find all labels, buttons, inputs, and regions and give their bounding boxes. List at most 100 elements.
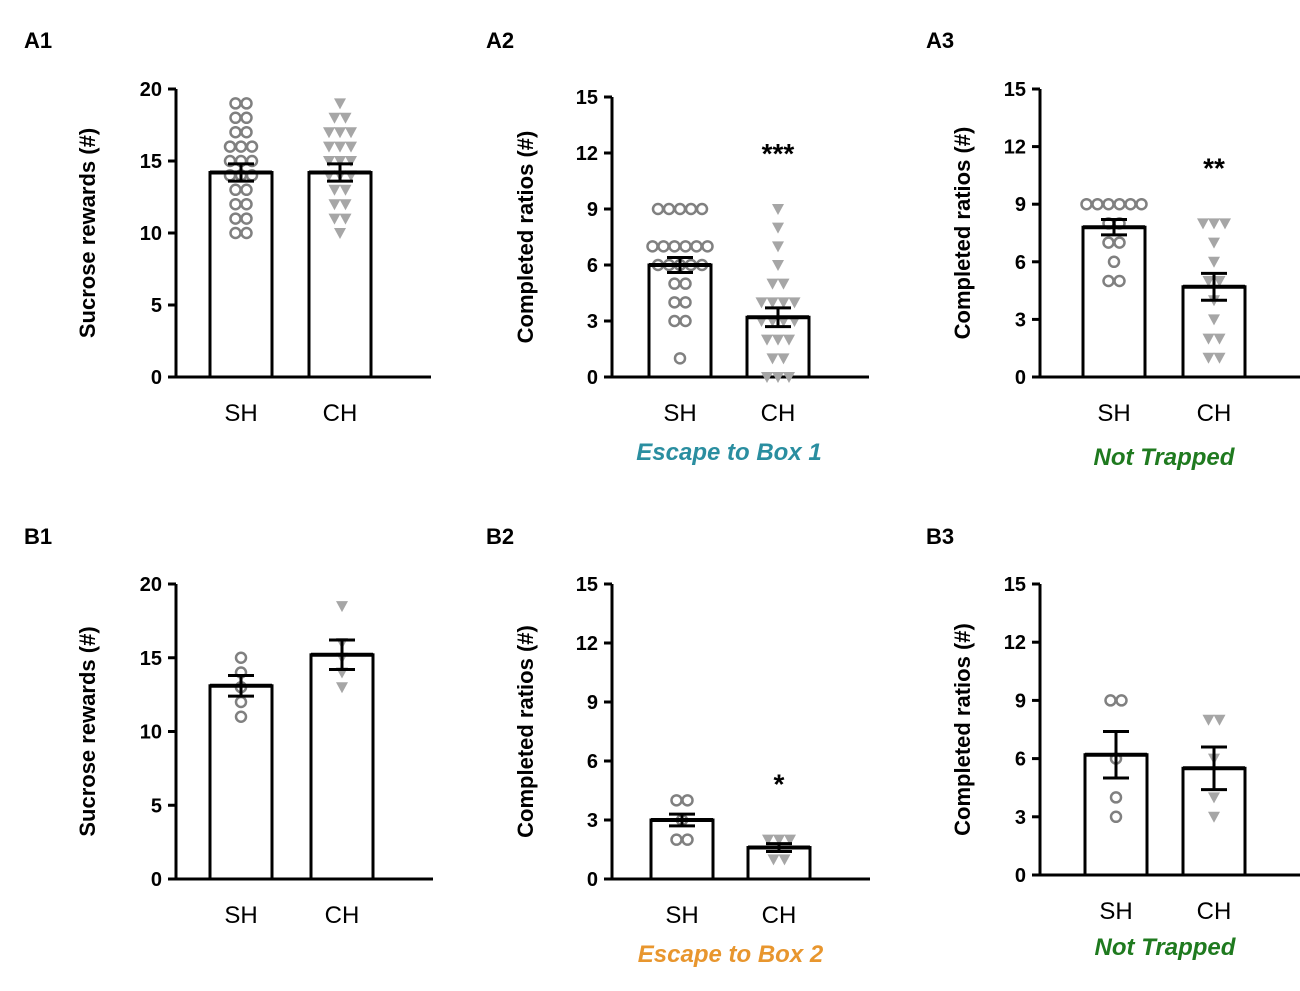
panel-a1: A1 0 5 10 15 20 Sucrose rewards (#) SH CH: [24, 28, 431, 427]
data-point-ch: [777, 297, 790, 309]
data-point-ch: [772, 222, 784, 234]
category-label-sh: SH: [1099, 898, 1132, 925]
bar-sh: [649, 818, 715, 881]
data-point-ch: [1202, 352, 1215, 364]
data-point-ch: [1213, 276, 1226, 287]
data-point-ch: [772, 372, 784, 383]
y-tick-label: 15: [140, 151, 162, 173]
data-point-ch: [766, 353, 779, 365]
data-point-sh: [229, 111, 242, 125]
data-point-ch: [772, 204, 784, 215]
data-point-sh: [651, 202, 665, 216]
data-point-ch: [345, 141, 357, 153]
y-tick-label: 9: [1015, 690, 1026, 712]
category-label-sh: SH: [665, 902, 698, 929]
y-tick-label: 0: [151, 367, 162, 389]
data-point-sh: [1113, 274, 1126, 288]
panel-label: B1: [24, 524, 52, 549]
y-tick-label: 5: [151, 295, 162, 317]
panel-label: A2: [486, 28, 514, 53]
bar-ch: [307, 171, 373, 379]
data-point-ch: [328, 112, 341, 124]
y-tick-label: 12: [576, 633, 598, 655]
data-point-sh: [1104, 694, 1117, 707]
data-point-sh: [229, 183, 242, 197]
category-label-ch: CH: [325, 902, 360, 929]
data-point-sh: [1109, 791, 1123, 804]
data-point-ch: [323, 127, 335, 139]
data-point-ch: [1208, 218, 1220, 230]
panel-subtitle: Escape to Box 1: [636, 439, 821, 466]
data-point-ch: [336, 601, 348, 613]
panel-label: A1: [24, 28, 52, 53]
data-point-ch: [767, 854, 780, 866]
data-point-sh: [240, 226, 253, 240]
data-point-sh: [673, 352, 687, 365]
data-point-ch: [334, 141, 346, 153]
y-tick-label: 3: [587, 311, 598, 333]
data-point-sh: [1102, 236, 1115, 249]
data-point-ch: [772, 334, 784, 346]
data-point-sh: [1115, 694, 1128, 707]
y-tick-label: 5: [151, 795, 162, 817]
data-point-sh: [234, 710, 248, 723]
y-tick-label: 9: [1015, 194, 1026, 216]
y-tick-label: 0: [587, 367, 598, 389]
y-tick-label: 6: [1015, 252, 1026, 274]
y-tick-label: 10: [140, 722, 162, 744]
y-tick-label: 15: [1004, 79, 1026, 101]
data-point-ch: [339, 199, 352, 211]
y-axis-title: Sucrose rewards (#): [75, 128, 100, 338]
y-axis-title: Completed ratios (#): [950, 623, 975, 836]
y-tick-label: 15: [140, 648, 162, 670]
data-point-ch: [323, 156, 335, 167]
data-point-ch: [334, 98, 346, 110]
data-point-sh: [679, 296, 692, 309]
data-point-ch: [761, 334, 773, 346]
data-point-ch: [788, 297, 801, 309]
data-point-sh: [240, 97, 253, 110]
y-tick-label: 3: [587, 810, 598, 832]
data-point-sh: [668, 296, 681, 309]
y-tick-label: 6: [1015, 749, 1026, 771]
y-tick-label: 20: [140, 574, 162, 596]
data-point-ch: [784, 834, 796, 846]
panel-b1: B1 0 5 10 15 20 Sucrose rewards (#) SH CH: [24, 524, 433, 929]
data-point-sh: [681, 833, 694, 846]
panel-b3: B3 0 3 6 9 12 15 Completed ratios (#) SH CH Not Tr…: [926, 524, 1300, 961]
data-point-ch: [1208, 314, 1220, 326]
data-point-ch: [755, 297, 768, 309]
y-tick-label: 9: [587, 199, 598, 221]
panel-subtitle: Escape to Box 2: [638, 941, 824, 968]
data-point-ch: [1208, 256, 1220, 268]
panel-label: B3: [926, 524, 954, 549]
data-point-ch: [766, 297, 779, 309]
significance-marker: ***: [762, 138, 795, 169]
data-point-sh: [223, 140, 237, 153]
data-point-sh: [240, 125, 253, 139]
data-point-ch: [1202, 333, 1215, 345]
data-point-sh: [1135, 197, 1148, 211]
data-point-sh: [679, 240, 692, 253]
data-point-sh: [240, 183, 253, 197]
data-point-sh: [1102, 197, 1115, 211]
y-axis-title: Completed ratios (#): [513, 625, 538, 838]
y-tick-label: 6: [587, 751, 598, 773]
data-point-sh: [679, 314, 692, 328]
data-point-sh: [229, 212, 242, 225]
data-point-ch: [1213, 714, 1226, 726]
y-axis-title: Completed ratios (#): [513, 131, 538, 344]
data-point-ch: [777, 353, 790, 365]
data-point-ch: [339, 184, 352, 196]
data-point-ch: [328, 213, 341, 225]
data-point-sh: [229, 97, 242, 110]
data-point-ch: [1208, 811, 1220, 823]
significance-marker: *: [774, 769, 785, 800]
y-tick-label: 12: [1004, 137, 1026, 159]
data-point-ch: [778, 854, 791, 866]
data-point-ch: [1208, 792, 1220, 804]
panel-subtitle: Not Trapped: [1095, 934, 1237, 961]
category-label-sh: SH: [224, 902, 257, 929]
data-point-ch: [328, 199, 341, 211]
panel-a3: A3 0 3 6 9 12 15 Completed ratios (#) SH CH ** Not …: [926, 28, 1300, 471]
